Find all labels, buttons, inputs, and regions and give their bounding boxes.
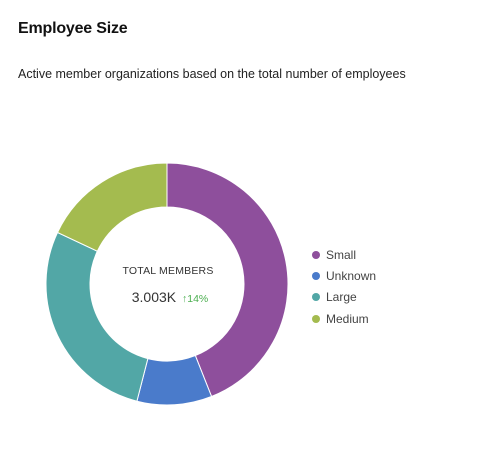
legend-dot-icon — [312, 314, 320, 323]
legend-label: Medium — [326, 311, 369, 326]
donut-slice-small[interactable] — [166, 162, 289, 398]
total-members-label: TOTAL MEMBERS — [122, 265, 214, 277]
legend-item-unknown[interactable]: Unknown — [312, 265, 376, 286]
total-members-number: 3.003K — [131, 289, 177, 305]
legend-label: Small — [326, 247, 357, 262]
donut-slice-large[interactable] — [45, 231, 149, 402]
arrow-up-icon: ↑ — [182, 293, 188, 305]
card-title: Employee Size — [18, 20, 128, 37]
legend-label: Unknown — [326, 268, 377, 283]
total-members-value: 3.003K ↑14% — [100, 289, 240, 305]
donut-slice-medium[interactable] — [56, 162, 168, 252]
chart-legend: Small Unknown Large Medium — [312, 244, 376, 329]
card-subtitle: Active member organizations based on the… — [18, 67, 406, 81]
legend-item-medium[interactable]: Medium — [312, 308, 376, 329]
legend-dot-icon — [312, 250, 320, 259]
legend-item-small[interactable]: Small — [312, 244, 376, 265]
legend-label: Large — [326, 290, 357, 305]
growth-delta-value: 14% — [187, 293, 209, 305]
growth-delta: ↑14% — [182, 293, 208, 305]
legend-item-large[interactable]: Large — [312, 287, 376, 308]
legend-dot-icon — [312, 271, 320, 280]
legend-dot-icon — [312, 293, 320, 302]
